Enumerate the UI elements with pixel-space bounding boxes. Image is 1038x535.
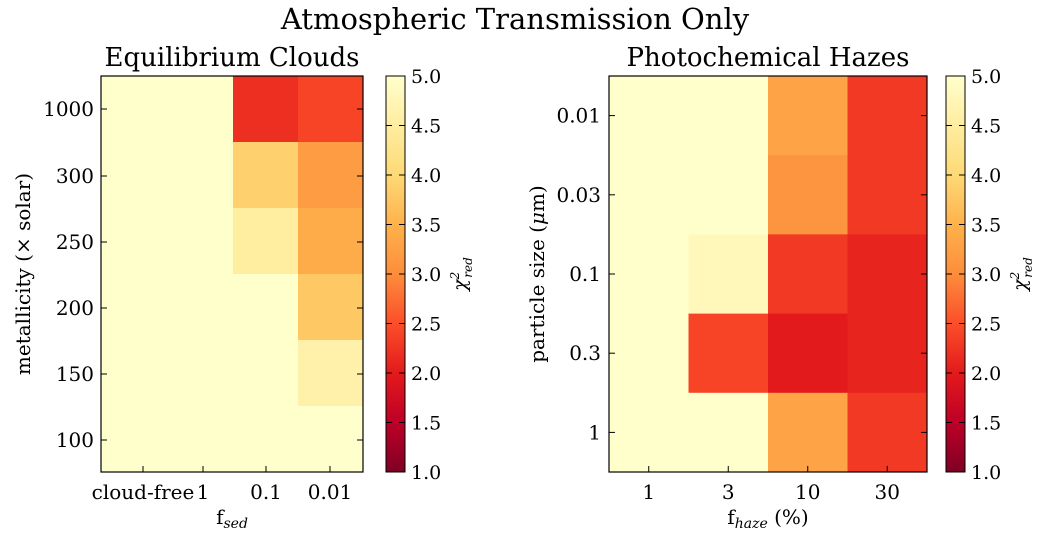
x-tick-label: 1 — [642, 480, 655, 504]
heatmap-cell — [768, 155, 848, 235]
panel-1-y-axis-label: metallicity (× solar) — [11, 173, 35, 375]
colorbar-tick-label: 4.5 — [971, 116, 1001, 138]
colorbar-tick-label: 5.0 — [971, 66, 1001, 88]
y-tick-label: 0.3 — [569, 341, 601, 365]
y-tick-label: 0.03 — [556, 183, 601, 207]
colorbar-1-label: χ2red — [448, 257, 475, 293]
colorbar-tick-label: 1.0 — [411, 462, 441, 484]
heatmap-cell — [768, 76, 848, 156]
panel-1-x-ticks: cloud-free 1 0.1 0.01 — [92, 466, 353, 504]
panel-2-heatmap-cells — [609, 76, 928, 473]
colorbar-tick-label: 1.5 — [411, 413, 441, 435]
heatmap-cell — [298, 406, 363, 472]
heatmap-cell — [688, 392, 769, 473]
panel-2-y-ticks: 0.01 0.03 0.1 0.3 1 — [556, 104, 927, 444]
colorbar-2-label: χ2red — [1008, 257, 1035, 293]
figure-suptitle: Atmospheric Transmission Only — [280, 2, 750, 36]
panel-2-title: Photochemical Hazes — [627, 43, 910, 73]
heatmap-cell — [768, 313, 848, 394]
colorbar-tick-label: 2.5 — [411, 314, 441, 336]
heatmap-cell — [847, 313, 928, 394]
heatmap-cell — [298, 340, 363, 406]
heatmap-cell — [298, 274, 363, 340]
heatmap-cell — [233, 274, 298, 340]
colorbar-tick-label: 4.0 — [971, 165, 1001, 187]
heatmap-cell — [298, 142, 363, 208]
x-tick-label: 0.1 — [250, 480, 282, 504]
colorbar-tick-label: 1.5 — [971, 413, 1001, 435]
colorbar-1-ticks: 5.0 4.5 4.0 3.5 3.0 2.5 2.0 1.5 1.0 — [386, 66, 441, 484]
heatmap-cell — [688, 76, 769, 156]
y-tick-label: 0.01 — [556, 104, 601, 128]
y-tick-label: 0.1 — [569, 262, 601, 286]
heatmap-cell — [847, 155, 928, 235]
y-tick-label: 150 — [56, 362, 94, 386]
heatmap-cell — [847, 234, 928, 315]
panel-2-x-axis-label: fhaze (%) — [727, 505, 808, 532]
colorbar-tick-label: 1.0 — [971, 462, 1001, 484]
heatmap-cell — [688, 155, 769, 235]
y-tick-label: 300 — [56, 164, 94, 188]
colorbar-2-ticks: 5.0 4.5 4.0 3.5 3.0 2.5 2.0 1.5 1.0 — [946, 66, 1001, 484]
heatmap-cell — [233, 340, 298, 406]
y-tick-label: 1 — [588, 420, 601, 444]
heatmap-cell — [609, 234, 689, 315]
heatmap-cell — [847, 392, 928, 473]
y-tick-label: 200 — [56, 296, 94, 320]
panel-2-y-axis-label: particle size (μm) — [525, 185, 549, 363]
x-tick-label: 30 — [875, 480, 900, 504]
heatmap-cell — [847, 76, 928, 156]
heatmap-cell — [688, 313, 769, 394]
y-tick-label: 250 — [56, 230, 94, 254]
panel-photochemical-hazes: Photochemical Hazes 0.01 0.03 0.1 0.3 1 1 3 10… — [525, 43, 928, 532]
heatmap-cell — [233, 406, 298, 472]
heatmap-cell — [768, 234, 848, 315]
colorbar-tick-label: 4.0 — [411, 165, 441, 187]
colorbar-tick-label: 5.0 — [411, 66, 441, 88]
panel-1-y-ticks: 1000 300 250 200 150 100 — [43, 97, 363, 452]
colorbar-tick-label: 3.0 — [411, 264, 441, 286]
panel-1-plot-frame — [100, 75, 364, 473]
colorbar-tick-label: 3.5 — [411, 215, 441, 237]
panel-1-heatmap-cells — [101, 76, 363, 472]
heatmap-cell — [768, 392, 848, 473]
y-tick-label: 100 — [56, 428, 94, 452]
x-tick-label: 1 — [197, 480, 210, 504]
x-tick-label: 0.01 — [308, 480, 353, 504]
heatmap-cell — [298, 208, 363, 274]
heatmap-cell — [298, 76, 363, 142]
panel-1-x-axis-label: fsed — [216, 505, 248, 532]
x-tick-label: 3 — [722, 480, 735, 504]
colorbar-tick-label: 2.0 — [971, 363, 1001, 385]
heatmap-cell — [609, 76, 689, 156]
heatmap-cell — [233, 208, 298, 274]
heatmap-cell — [609, 155, 689, 235]
colorbar-tick-label: 3.5 — [971, 215, 1001, 237]
colorbar-tick-label: 3.0 — [971, 264, 1001, 286]
heatmap-cell — [233, 76, 298, 142]
colorbar-2: 5.0 4.5 4.0 3.5 3.0 2.5 2.0 1.5 1.0 χ2red — [945, 66, 1035, 484]
colorbar-tick-label: 2.0 — [411, 363, 441, 385]
panel-1-title: Equilibrium Clouds — [105, 43, 360, 73]
x-tick-label: 10 — [795, 480, 820, 504]
heatmap-cell — [609, 313, 689, 394]
colorbar-tick-label: 4.5 — [411, 116, 441, 138]
heatmap-cell — [609, 392, 689, 473]
heatmap-cell — [233, 142, 298, 208]
heatmap-cell — [688, 234, 769, 315]
panel-equilibrium-clouds: Equilibrium Clouds 1000 300 250 200 150 100 c… — [11, 43, 364, 532]
x-tick-label: cloud-free — [92, 480, 195, 504]
colorbar-tick-label: 2.5 — [971, 314, 1001, 336]
colorbar-1: 5.0 4.5 4.0 3.5 3.0 2.5 2.0 1.5 1.0 χ2red — [385, 66, 475, 484]
y-tick-label: 1000 — [43, 97, 94, 121]
panel-2-x-ticks: 1 3 10 30 — [642, 466, 900, 504]
